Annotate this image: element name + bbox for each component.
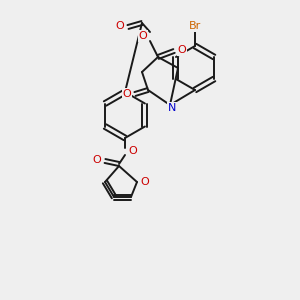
Text: O: O <box>139 31 147 41</box>
Text: O: O <box>123 89 131 99</box>
Text: O: O <box>178 45 186 55</box>
Text: O: O <box>93 155 101 165</box>
Text: Br: Br <box>189 21 201 31</box>
Text: O: O <box>129 146 137 156</box>
Text: N: N <box>168 103 176 113</box>
Text: O: O <box>141 177 149 187</box>
Text: O: O <box>116 21 124 31</box>
